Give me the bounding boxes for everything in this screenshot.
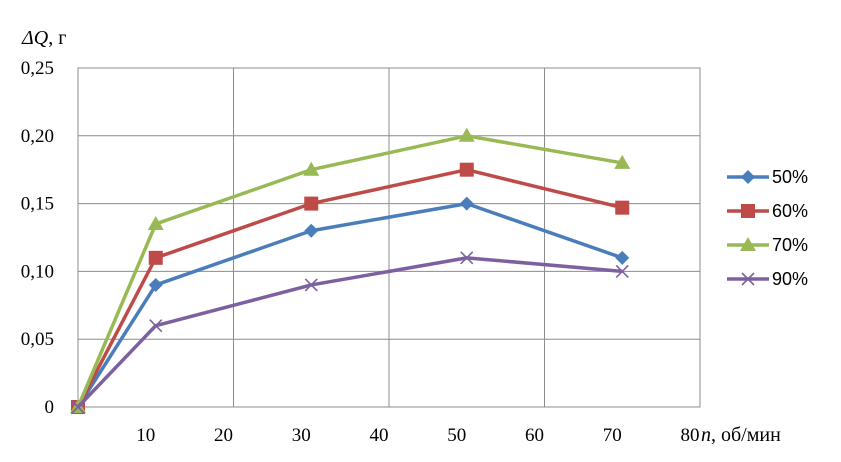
series-3-point-0 xyxy=(71,400,85,414)
grid-lines xyxy=(77,67,701,408)
series-2-point-2 xyxy=(303,161,320,176)
x-tick-label-5: 60 xyxy=(525,425,544,446)
x-axis-ticks: 10 20 30 40 50 60 70 80 xyxy=(136,425,699,446)
series-3 xyxy=(71,251,629,414)
series-1-point-4 xyxy=(615,200,630,215)
legend-label-3: 90% xyxy=(772,269,808,289)
legend-marker-0 xyxy=(741,170,755,184)
x-axis-label-symbol: n xyxy=(701,424,711,446)
legend-item-2: 70% xyxy=(727,235,808,255)
series-0-point-4 xyxy=(615,250,630,265)
series-3-point-1-stroke-b xyxy=(149,319,163,333)
series-1-point-1 xyxy=(148,250,163,265)
y-tick-label-2: 0,10 xyxy=(21,261,54,282)
series-3-point-3-stroke-b xyxy=(460,251,474,265)
x-tick-label-3: 40 xyxy=(370,425,389,446)
x-tick-label-2: 30 xyxy=(292,425,311,446)
y-tick-label-3: 0,15 xyxy=(21,194,54,215)
y-axis-label-unit: , г xyxy=(48,27,66,49)
series-line-1 xyxy=(76,167,623,408)
x-tick-label-6: 70 xyxy=(603,425,622,446)
y-tick-label-0: 0 xyxy=(45,397,55,418)
y-tick-label-5: 0,25 xyxy=(21,58,54,79)
legend-label-0: 50% xyxy=(772,167,808,187)
series-3-point-2 xyxy=(304,278,318,292)
x-tick-label-4: 50 xyxy=(447,425,466,446)
series-2-point-1 xyxy=(147,215,164,230)
series-3-point-1 xyxy=(149,319,163,333)
series-1-point-2 xyxy=(304,196,319,211)
series-3-point-4-stroke-b xyxy=(615,264,629,278)
y-axis-label-symbol: ΔQ xyxy=(21,27,49,49)
series-2 xyxy=(70,127,631,413)
series-3-point-2-stroke-b xyxy=(304,278,318,292)
x-axis-label: n, об/мин xyxy=(701,424,781,446)
series-1-point-3 xyxy=(459,162,474,177)
legend-label-1: 60% xyxy=(772,201,808,221)
series-0-point-3 xyxy=(459,196,474,211)
series-lines xyxy=(70,127,631,414)
series-3-point-4 xyxy=(615,264,629,278)
series-2-point-3 xyxy=(458,127,475,142)
legend-item-3: 90% xyxy=(727,269,808,289)
y-tick-label-1: 0,05 xyxy=(21,329,54,350)
legend-item-0: 50% xyxy=(727,167,808,187)
series-0-point-2 xyxy=(304,223,319,238)
series-line-3 xyxy=(76,256,623,409)
series-3-point-3 xyxy=(460,251,474,265)
legend-item-1: 60% xyxy=(727,201,808,221)
legend-marker-3-stroke-b xyxy=(741,272,755,286)
y-axis-ticks: 0 0,05 0,10 0,15 0,20 0,25 xyxy=(21,58,54,418)
y-tick-label-4: 0,20 xyxy=(21,126,54,147)
series-0-point-1 xyxy=(148,277,163,292)
x-axis-label-unit: , об/мин xyxy=(711,424,781,446)
legend: 50% 60% 70% 90% xyxy=(727,167,808,289)
x-tick-label-0: 10 xyxy=(136,425,155,446)
y-axis-label: ΔQ, г xyxy=(21,27,66,49)
series-3-point-0-stroke-b xyxy=(71,400,85,414)
legend-marker-2 xyxy=(740,237,756,251)
x-tick-label-1: 20 xyxy=(214,425,233,446)
series-line-0 xyxy=(76,201,623,408)
series-2-point-4 xyxy=(614,154,631,169)
x-tick-label-7: 80 xyxy=(681,425,700,446)
legend-label-2: 70% xyxy=(772,235,808,255)
legend-marker-3 xyxy=(741,272,755,286)
legend-marker-1 xyxy=(741,204,755,218)
